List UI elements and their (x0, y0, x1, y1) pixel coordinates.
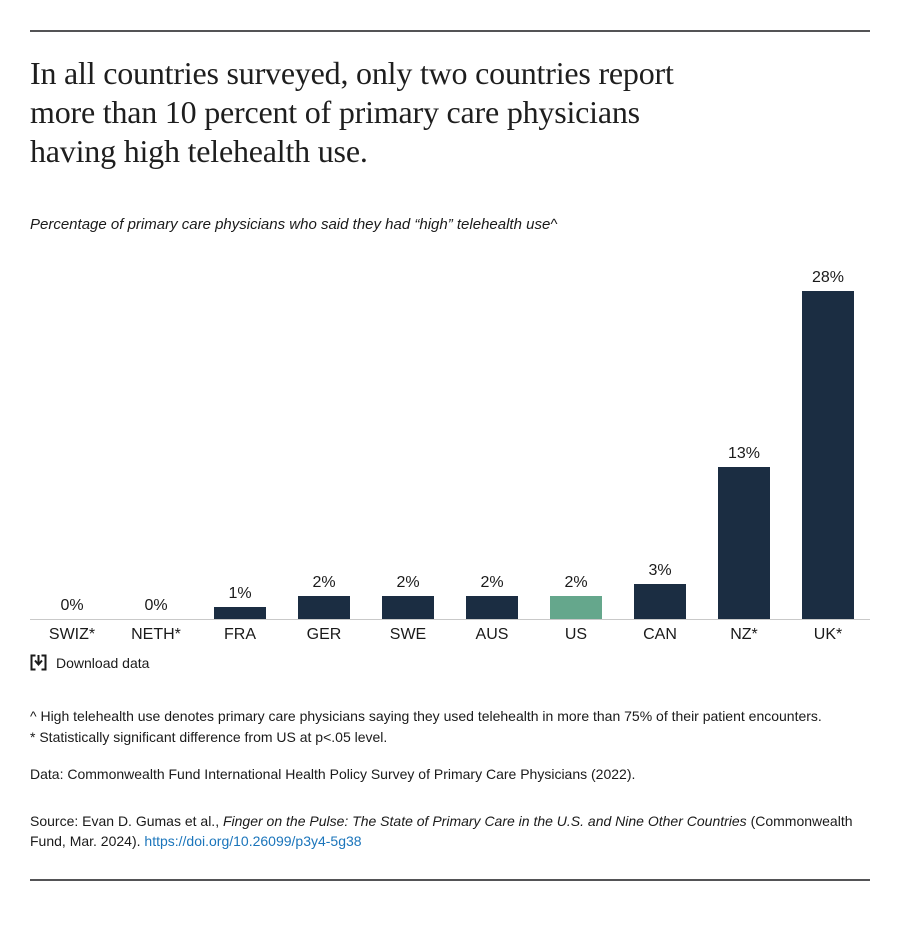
category-label: AUS (475, 626, 509, 643)
bar-value-label: 0% (60, 597, 84, 614)
bar-column: 28% (786, 268, 870, 619)
category-label: NZ* (730, 626, 758, 643)
bar-value-label: 28% (811, 269, 845, 286)
category-label: GER (306, 626, 342, 643)
data-attribution: Data: Commonwealth Fund International He… (30, 766, 636, 782)
source-attribution: Source: Evan D. Gumas et al., Finger on … (30, 811, 870, 851)
bar (214, 607, 266, 619)
category-label: FRA (224, 626, 256, 643)
download-data-button[interactable]: Download data (30, 654, 149, 671)
bar-value-label: 2% (480, 574, 504, 591)
bar-column: 2% (282, 268, 366, 619)
bar (550, 596, 602, 619)
bar-value-label: 13% (727, 445, 761, 462)
category-label: SWE (389, 626, 427, 643)
bar (382, 596, 434, 619)
bar (298, 596, 350, 619)
category-label: CAN (643, 626, 677, 643)
bar-value-label: 3% (648, 562, 672, 579)
bar-value-label: 2% (312, 574, 336, 591)
doi-link[interactable]: https://doi.org/10.26099/p3y4-5g38 (144, 833, 362, 849)
source-suffix: (Commonwealth Fund, Mar. 2024). (30, 813, 853, 849)
bar-value-label: 1% (228, 585, 252, 602)
download-icon (30, 654, 47, 671)
bar-column: 0% (114, 268, 198, 619)
bar-column: 2% (534, 268, 618, 619)
bar-column: 0% (30, 268, 114, 619)
bottom-rule (30, 879, 870, 881)
source-report-title: Finger on the Pulse: The State of Primar… (222, 813, 747, 829)
footnote-high-telehealth: ^ High telehealth use denotes primary ca… (30, 708, 822, 724)
bar-column: 13% (702, 268, 786, 619)
footnote-significance: * Statistically significant difference f… (30, 729, 388, 745)
bar-column: 1% (198, 268, 282, 619)
category-label: NETH* (131, 626, 181, 643)
chart-plot-area: 0% 0% 1% 2% 2% 2% 2% 3% 13% 28% (30, 268, 870, 620)
bar-column: 2% (450, 268, 534, 619)
category-label: US (564, 626, 588, 643)
bar (802, 291, 854, 619)
category-label: UK* (813, 626, 843, 643)
bar (466, 596, 518, 619)
bar-column: 3% (618, 268, 702, 619)
bar (634, 584, 686, 619)
bar-value-label: 2% (564, 574, 588, 591)
bar-column: 2% (366, 268, 450, 619)
chart-subtitle: Percentage of primary care physicians wh… (30, 216, 558, 233)
bar (718, 467, 770, 619)
bar-value-label: 2% (396, 574, 420, 591)
bar-value-label: 0% (144, 597, 168, 614)
category-label: SWIZ* (48, 626, 96, 643)
page-title: In all countries surveyed, only two coun… (30, 55, 674, 169)
footnotes: ^ High telehealth use denotes primary ca… (30, 706, 870, 748)
chart-category-labels: SWIZ* NETH* FRA GER SWE AUS US CAN NZ* UK* (30, 620, 870, 644)
source-prefix: Source: Evan D. Gumas et al., (30, 813, 223, 829)
bar-chart: 0% 0% 1% 2% 2% 2% 2% 3% 13% 28% SWIZ* NETH* FRA GER S… (30, 268, 870, 644)
top-rule (30, 30, 870, 32)
download-label: Download data (56, 654, 150, 671)
